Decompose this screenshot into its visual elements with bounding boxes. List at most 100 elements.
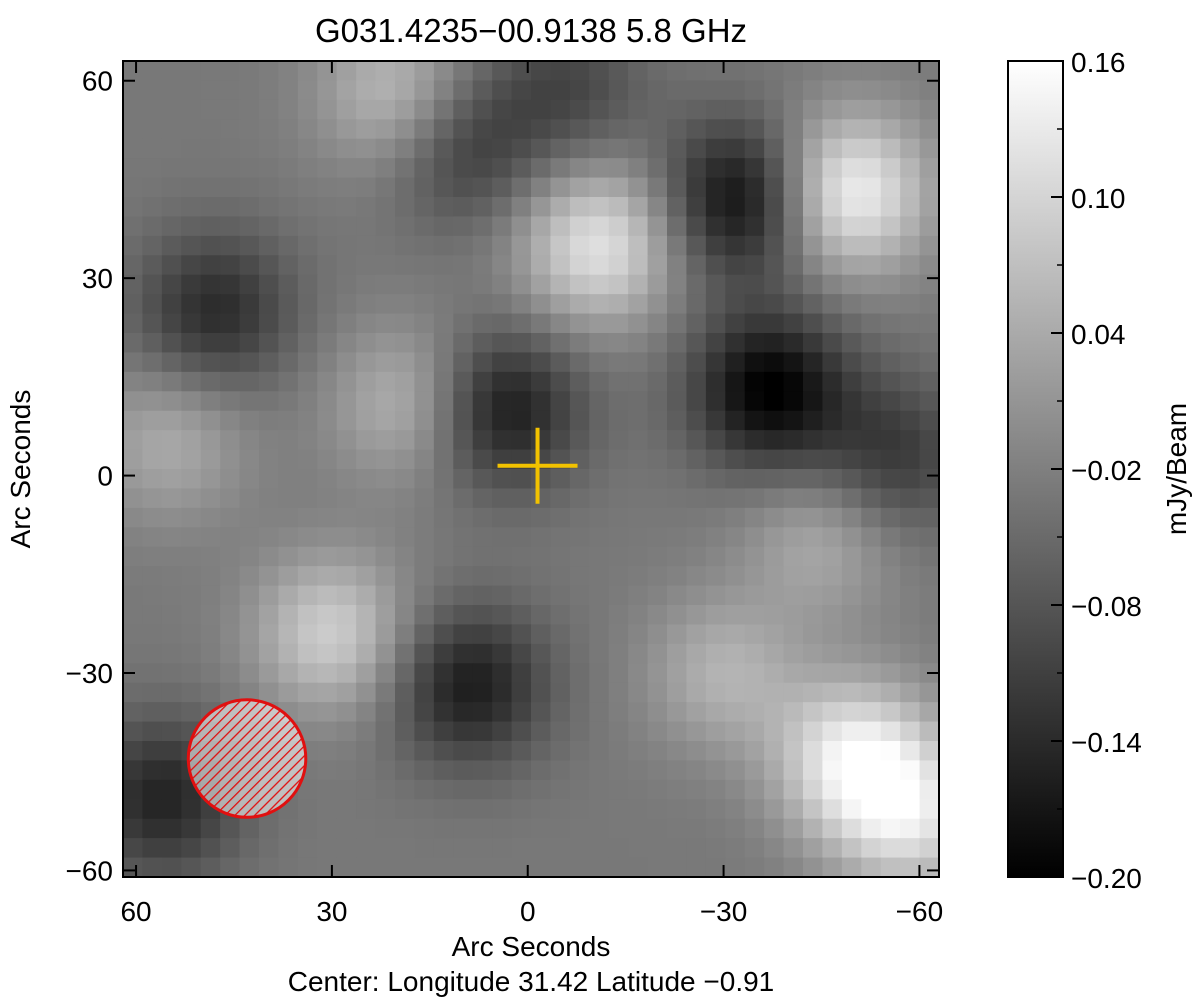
intensity-pixel xyxy=(297,546,318,567)
intensity-pixel xyxy=(861,410,882,431)
intensity-pixel xyxy=(764,158,785,179)
intensity-pixel xyxy=(647,663,668,684)
intensity-pixel xyxy=(453,119,474,140)
intensity-pixel xyxy=(336,527,357,548)
intensity-pixel xyxy=(647,294,668,315)
intensity-pixel xyxy=(686,138,707,159)
intensity-pixel xyxy=(297,294,318,315)
intensity-pixel xyxy=(589,799,610,820)
intensity-pixel xyxy=(880,760,901,781)
intensity-pixel xyxy=(453,702,474,723)
intensity-pixel xyxy=(608,333,629,354)
intensity-pixel xyxy=(531,818,552,839)
intensity-pixel xyxy=(667,818,688,839)
intensity-pixel xyxy=(161,760,182,781)
intensity-pixel xyxy=(569,585,590,606)
intensity-pixel xyxy=(803,138,824,159)
intensity-pixel xyxy=(181,488,202,509)
intensity-pixel xyxy=(841,566,862,587)
intensity-pixel xyxy=(531,721,552,742)
intensity-pixel xyxy=(764,313,785,334)
intensity-pixel xyxy=(589,119,610,140)
intensity-pixel xyxy=(336,430,357,451)
intensity-pixel xyxy=(667,566,688,587)
intensity-pixel xyxy=(900,255,921,276)
intensity-pixel xyxy=(239,313,260,334)
intensity-pixel xyxy=(880,138,901,159)
intensity-pixel xyxy=(492,857,513,877)
intensity-pixel xyxy=(317,624,338,645)
intensity-pixel xyxy=(433,546,454,567)
intensity-pixel xyxy=(278,333,299,354)
intensity-pixel xyxy=(667,274,688,295)
intensity-pixel xyxy=(919,760,939,781)
intensity-pixel xyxy=(608,488,629,509)
intensity-pixel xyxy=(472,507,493,528)
intensity-pixel xyxy=(433,799,454,820)
intensity-pixel xyxy=(492,779,513,800)
intensity-pixel xyxy=(667,605,688,626)
intensity-pixel xyxy=(511,410,532,431)
intensity-pixel xyxy=(511,566,532,587)
intensity-pixel xyxy=(453,99,474,120)
intensity-pixel xyxy=(239,216,260,237)
intensity-pixel xyxy=(569,566,590,587)
intensity-pixel xyxy=(161,779,182,800)
intensity-pixel xyxy=(297,255,318,276)
intensity-pixel xyxy=(220,585,241,606)
intensity-pixel xyxy=(395,197,416,218)
intensity-pixel xyxy=(433,255,454,276)
intensity-pixel xyxy=(123,313,144,334)
intensity-pixel xyxy=(356,61,377,82)
intensity-pixel xyxy=(667,333,688,354)
intensity-pixel xyxy=(142,197,163,218)
intensity-pixel xyxy=(317,138,338,159)
intensity-pixel xyxy=(705,702,726,723)
intensity-pixel xyxy=(686,838,707,859)
intensity-pixel xyxy=(200,430,221,451)
intensity-pixel xyxy=(239,138,260,159)
intensity-pixel xyxy=(317,779,338,800)
intensity-pixel xyxy=(414,799,435,820)
intensity-pixel xyxy=(453,643,474,664)
intensity-pixel xyxy=(744,410,765,431)
intensity-pixel xyxy=(297,488,318,509)
intensity-pixel xyxy=(492,61,513,82)
intensity-pixel xyxy=(395,857,416,877)
intensity-pixel xyxy=(628,391,649,412)
intensity-pixel xyxy=(861,235,882,256)
intensity-pixel xyxy=(744,643,765,664)
intensity-pixel xyxy=(472,294,493,315)
intensity-pixel xyxy=(550,430,571,451)
intensity-pixel xyxy=(569,857,590,877)
intensity-pixel xyxy=(453,430,474,451)
intensity-pixel xyxy=(608,527,629,548)
intensity-pixel xyxy=(725,721,746,742)
intensity-pixel xyxy=(686,702,707,723)
intensity-pixel xyxy=(880,197,901,218)
intensity-pixel xyxy=(278,430,299,451)
intensity-pixel xyxy=(453,197,474,218)
intensity-pixel xyxy=(569,702,590,723)
intensity-pixel xyxy=(220,624,241,645)
intensity-pixel xyxy=(841,779,862,800)
intensity-pixel xyxy=(919,546,939,567)
intensity-pixel xyxy=(822,313,843,334)
intensity-pixel xyxy=(705,760,726,781)
intensity-pixel xyxy=(414,61,435,82)
intensity-pixel xyxy=(783,119,804,140)
intensity-pixel xyxy=(297,779,318,800)
intensity-pixel xyxy=(317,585,338,606)
intensity-pixel xyxy=(492,682,513,703)
intensity-pixel xyxy=(123,177,144,198)
intensity-pixel xyxy=(472,663,493,684)
intensity-pixel xyxy=(472,779,493,800)
intensity-pixel xyxy=(628,352,649,373)
intensity-pixel xyxy=(628,333,649,354)
intensity-pixel xyxy=(744,391,765,412)
intensity-pixel xyxy=(181,216,202,237)
intensity-pixel xyxy=(161,99,182,120)
intensity-pixel xyxy=(686,61,707,82)
intensity-pixel xyxy=(375,857,396,877)
intensity-pixel xyxy=(783,546,804,567)
